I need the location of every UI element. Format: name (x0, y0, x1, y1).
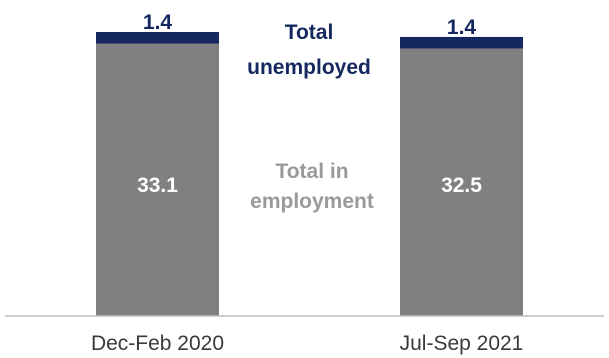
x-tick-labels: Dec-Feb 2020 Jul-Sep 2021 (91, 332, 523, 355)
x-tick-label-2: Jul-Sep 2021 (400, 332, 524, 355)
unemployed-bar-2 (400, 36, 523, 49)
unemployed-annotation-line2: unemployed (247, 56, 371, 79)
bars-group: 33.1 1.4 32.5 1.4 (96, 11, 523, 317)
employment-annotation-line1: Total in (275, 160, 348, 183)
employment-bar-2 (400, 48, 523, 316)
unemployed-bar-1 (96, 32, 219, 44)
unemployed-annotation-line1: Total (285, 21, 334, 44)
x-tick-label-1: Dec-Feb 2020 (91, 332, 224, 355)
employment-annotation-line2: employment (250, 190, 374, 213)
employment-value-label-1: 33.1 (137, 174, 178, 197)
employment-value-label-2: 32.5 (441, 174, 482, 197)
employment-bar-1 (96, 43, 219, 317)
unemployed-value-label-2: 1.4 (447, 16, 477, 39)
unemployed-value-label-1: 1.4 (143, 11, 173, 34)
